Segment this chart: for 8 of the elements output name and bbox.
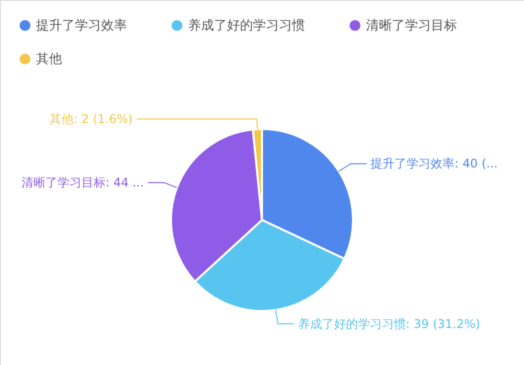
legend-label: 清晰了学习目标 [366,18,457,34]
category-label: 提升了学习效率: 40 (... [370,156,498,171]
legend-label: 其他 [36,52,62,67]
legend-label: 提升了学习效率 [36,17,127,34]
category-label: 清晰了学习目标: 44 ... [22,176,144,190]
legend-label: 养成了好的学习习惯 [188,17,305,34]
category-label: 其他: 2 (1.6%) [50,112,133,126]
category-label: 养成了好的学习习惯: 39 (31.2%) [298,316,480,331]
